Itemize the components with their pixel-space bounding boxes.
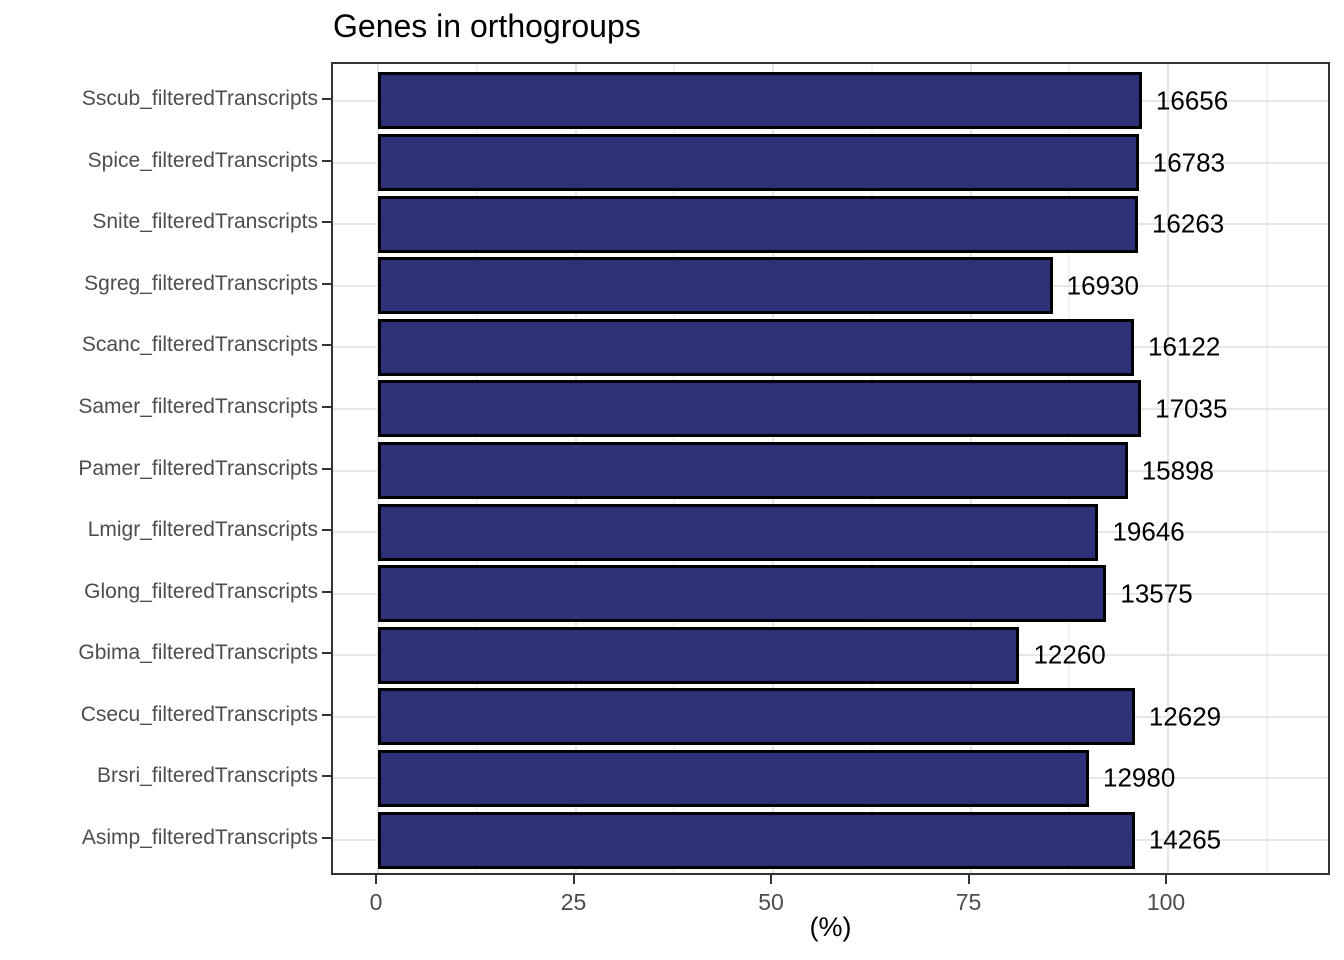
y-tick-mark: [322, 344, 331, 347]
y-tick-mark: [322, 405, 331, 408]
y-tick-mark: [322, 652, 331, 655]
y-tick-label: Brsri_filteredTranscripts: [97, 764, 318, 788]
y-tick-label: Samer_filteredTranscripts: [78, 394, 318, 418]
x-tick-label: 100: [1146, 889, 1186, 915]
bar-lmigr: [378, 503, 1099, 561]
bar-value-label: 16122: [1148, 331, 1221, 362]
y-tick-label: Pamer_filteredTranscripts: [78, 456, 318, 480]
bar-value-label: 12629: [1148, 701, 1222, 732]
bar-value-label: 13575: [1120, 578, 1193, 609]
y-tick-label: Sscub_filteredTranscripts: [81, 86, 318, 110]
bar-value-label: 14265: [1148, 824, 1222, 855]
y-tick-mark: [322, 529, 331, 532]
bar-samer: [378, 380, 1142, 438]
bar-value-label: 15898: [1141, 455, 1215, 485]
bar-sscub: [378, 72, 1142, 130]
y-tick-label: Snite_filteredTranscripts: [92, 210, 318, 234]
bar-pamer: [378, 442, 1128, 499]
bar-value-label: 12980: [1103, 762, 1176, 793]
bar-sgreg: [378, 257, 1053, 315]
y-tick-mark: [322, 159, 331, 162]
gridline-minor-vertical: [1265, 64, 1268, 873]
y-tick-label: Scanc_filteredTranscripts: [81, 333, 318, 357]
x-tick-mark: [375, 875, 377, 884]
y-tick-mark: [322, 775, 331, 778]
y-tick-label: Asimp_filteredTranscripts: [81, 826, 318, 850]
bar-glong: [378, 565, 1107, 623]
bar-value-label: 16263: [1151, 208, 1225, 239]
y-tick-mark: [322, 97, 331, 100]
x-tick-mark: [770, 875, 772, 884]
bar-gbima: [378, 626, 1020, 684]
bar-value-label: 16930: [1066, 270, 1139, 301]
y-tick-label: Csecu_filteredTranscripts: [80, 702, 318, 726]
bar-value-label: 17035: [1155, 393, 1228, 424]
y-tick-mark: [322, 221, 331, 224]
y-tick-mark: [322, 282, 331, 285]
bar-asimp: [378, 811, 1135, 869]
y-tick-label: Spice_filteredTranscripts: [87, 148, 318, 172]
chart-title: Genes in orthogroups: [333, 8, 641, 44]
x-tick-label: 50: [758, 889, 784, 915]
y-tick-mark: [322, 467, 331, 470]
x-tick-mark: [967, 875, 970, 884]
x-tick-mark: [1165, 875, 1167, 884]
bar-csecu: [378, 688, 1135, 746]
plot-panel: 16656 16783 16263 16930 16122 17035 15898 19646…: [331, 62, 1330, 875]
gridline-major-vertical: [1167, 64, 1169, 873]
bar-snite: [378, 195, 1138, 253]
x-tick-label: 25: [560, 889, 587, 915]
bar-value-label: 12260: [1033, 639, 1106, 670]
x-tick-label: 0: [369, 889, 383, 915]
x-tick-mark: [572, 875, 575, 884]
y-tick-mark: [322, 713, 331, 716]
x-axis-title: (%): [809, 912, 852, 942]
y-tick-label: Glong_filteredTranscripts: [84, 579, 318, 603]
y-tick-label: Sgreg_filteredTranscripts: [84, 271, 318, 295]
y-tick-mark: [322, 590, 331, 593]
bar-value-label: 16783: [1152, 147, 1226, 178]
bar-value-label: 19646: [1112, 516, 1185, 547]
bar-value-label: 16656: [1155, 85, 1229, 116]
y-tick-label: Gbima_filteredTranscripts: [78, 641, 318, 665]
y-tick-label: Lmigr_filteredTranscripts: [87, 518, 318, 542]
bar-spice: [378, 134, 1139, 192]
bar-scanc: [378, 318, 1135, 376]
bar-brsri: [378, 749, 1089, 807]
x-tick-label: 75: [955, 889, 982, 915]
y-tick-mark: [322, 837, 331, 840]
